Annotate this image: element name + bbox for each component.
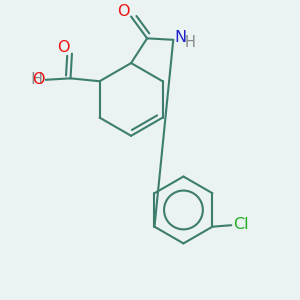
Text: O: O: [118, 4, 130, 19]
Text: H: H: [184, 35, 195, 50]
Text: Cl: Cl: [233, 217, 248, 232]
Text: O: O: [57, 40, 70, 55]
Text: N: N: [175, 30, 187, 45]
Text: O: O: [32, 72, 44, 87]
Text: H: H: [30, 72, 43, 87]
